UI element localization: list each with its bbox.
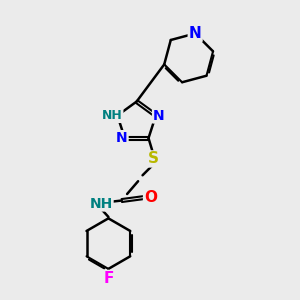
- Text: O: O: [144, 190, 157, 205]
- Text: NH: NH: [89, 196, 112, 211]
- Text: S: S: [148, 152, 158, 166]
- Text: N: N: [116, 131, 128, 145]
- Text: N: N: [153, 109, 165, 122]
- Text: NH: NH: [102, 109, 122, 122]
- Text: F: F: [103, 271, 114, 286]
- Text: N: N: [189, 26, 202, 41]
